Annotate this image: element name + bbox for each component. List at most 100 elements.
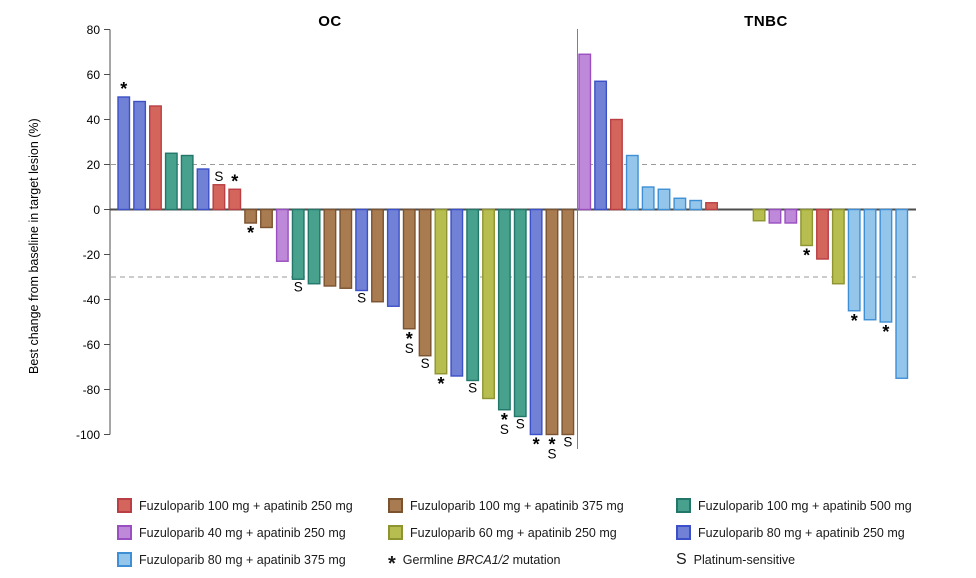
brca-mutation-marker: * — [437, 374, 444, 394]
bar-tnbc-11 — [768, 208, 782, 224]
bar-oc-5 — [180, 154, 194, 211]
bar-oc-9 — [244, 208, 258, 224]
platinum-sensitive-marker: S — [357, 291, 366, 306]
platinum-sensitive-marker: S — [547, 447, 556, 462]
bar-oc-21 — [434, 208, 448, 375]
brca-mutation-marker: * — [406, 329, 413, 349]
bar-oc-22 — [450, 208, 464, 377]
platinum-sensitive-marker: S — [563, 435, 572, 450]
legend-swatch-f40a250 — [117, 525, 132, 540]
bar-tnbc-10 — [752, 208, 766, 222]
bar-oc-18 — [386, 208, 400, 307]
legend-swatch-f80a250 — [676, 525, 691, 540]
platinum-sensitive-marker: S — [214, 169, 223, 184]
brca-mutation-marker: * — [533, 435, 540, 455]
bar-tnbc-7 — [673, 197, 687, 211]
bar-oc-4 — [164, 152, 178, 211]
legend-swatch-f100a500 — [676, 498, 691, 513]
legend-label: Platinum-sensitive — [693, 552, 796, 567]
legend-item: Fuzuloparib 60 mg + apatinib 250 mg — [388, 525, 676, 540]
bar-oc-6 — [196, 168, 210, 211]
bar-tnbc-9 — [705, 202, 718, 211]
legend-label: Germline BRCA1/2 mutation — [402, 552, 561, 567]
legend-item: * Germline BRCA1/2 mutation — [388, 552, 561, 575]
legend-swatch-f60a250 — [388, 525, 403, 540]
bar-oc-25 — [497, 208, 511, 411]
bar-oc-1 — [117, 96, 131, 211]
platinum-sensitive-marker: S — [405, 341, 414, 356]
legend-swatch-f100a375 — [388, 498, 403, 513]
legend-item: Fuzuloparib 40 mg + apatinib 250 mg — [117, 525, 388, 540]
bar-oc-8 — [228, 188, 242, 211]
y-tick-label: -100 — [76, 428, 100, 442]
y-axis-label: Best change from baseline in target lesi… — [27, 118, 41, 374]
bar-tnbc-18 — [879, 208, 893, 323]
bar-tnbc-4 — [625, 154, 639, 211]
y-tick-label: -20 — [83, 248, 101, 262]
bar-tnbc-14 — [816, 208, 829, 260]
legend-item: Fuzuloparib 100 mg + apatinib 375 mg — [388, 498, 676, 513]
platinum-sensitive-marker: S — [516, 417, 525, 432]
brca-mutation-marker: * — [882, 322, 889, 342]
bar-oc-29 — [561, 208, 575, 436]
brca-mutation-marker: * — [803, 246, 810, 266]
platinum-sensitive-marker: S — [500, 422, 509, 437]
panel-title-tnbc: TNBC — [744, 13, 788, 30]
y-tick-label: 60 — [87, 68, 101, 82]
bar-tnbc-13 — [800, 208, 814, 247]
y-tick-label: 80 — [87, 23, 101, 37]
bar-oc-17 — [371, 208, 384, 303]
bar-tnbc-19 — [895, 208, 909, 379]
brca-mutation-marker: * — [548, 435, 555, 455]
bar-tnbc-12 — [784, 208, 798, 224]
legend-label: Fuzuloparib 100 mg + apatinib 250 mg — [139, 498, 353, 513]
y-tick-label: 0 — [93, 203, 100, 217]
bar-oc-2 — [133, 100, 147, 211]
legend-label: Fuzuloparib 40 mg + apatinib 250 mg — [139, 525, 346, 540]
legend-item: Fuzuloparib 80 mg + apatinib 375 mg — [117, 552, 388, 567]
bar-tnbc-3 — [610, 118, 623, 211]
bar-oc-15 — [339, 208, 353, 289]
legend-swatch-f100a250 — [117, 498, 132, 513]
legend-item: Fuzuloparib 100 mg + apatinib 250 mg — [117, 498, 388, 513]
bar-oc-10 — [260, 208, 273, 229]
legend-label: Fuzuloparib 100 mg + apatinib 375 mg — [410, 498, 624, 513]
legend-label: Fuzuloparib 80 mg + apatinib 375 mg — [139, 552, 346, 567]
legend-item: Fuzuloparib 100 mg + apatinib 500 mg — [676, 498, 912, 513]
bar-tnbc-15 — [831, 208, 845, 285]
y-tick-label: 40 — [87, 113, 101, 127]
bar-oc-13 — [307, 208, 321, 285]
chart-legend: Fuzuloparib 100 mg + apatinib 250 mg Fuzu… — [117, 492, 912, 575]
brca-mutation-marker: * — [120, 79, 127, 99]
bar-oc-20 — [418, 208, 432, 357]
y-tick-label: 20 — [87, 158, 101, 172]
bar-tnbc-5 — [641, 186, 655, 211]
bar-oc-23 — [466, 208, 480, 382]
bar-tnbc-16 — [847, 208, 861, 312]
legend-label: Fuzuloparib 100 mg + apatinib 500 mg — [698, 498, 912, 513]
bar-tnbc-8 — [689, 199, 703, 211]
brca-mutation-marker: * — [247, 223, 254, 243]
platinum-sensitive-marker: S — [294, 279, 303, 294]
platinum-sensitive-marker: S — [468, 381, 477, 396]
bar-oc-27 — [529, 208, 543, 436]
bar-oc-7 — [212, 184, 226, 211]
bar-tnbc-17 — [863, 208, 877, 321]
bar-tnbc-2 — [594, 80, 608, 211]
y-tick-label: -60 — [83, 338, 101, 352]
bar-tnbc-1 — [578, 53, 592, 211]
y-tick-label: -80 — [83, 383, 101, 397]
bar-oc-16 — [355, 208, 369, 292]
legend-label: Fuzuloparib 60 mg + apatinib 250 mg — [410, 525, 617, 540]
bar-oc-12 — [291, 208, 305, 280]
bar-oc-3 — [149, 105, 162, 211]
legend-item: Fuzuloparib 80 mg + apatinib 250 mg — [676, 525, 912, 540]
brca-mutation-marker: * — [501, 410, 508, 430]
platinum-sensitive-marker: S — [421, 356, 430, 371]
bar-tnbc-6 — [657, 188, 671, 211]
bar-oc-14 — [323, 208, 337, 287]
bar-oc-24 — [482, 208, 495, 400]
bar-oc-26 — [513, 208, 527, 418]
